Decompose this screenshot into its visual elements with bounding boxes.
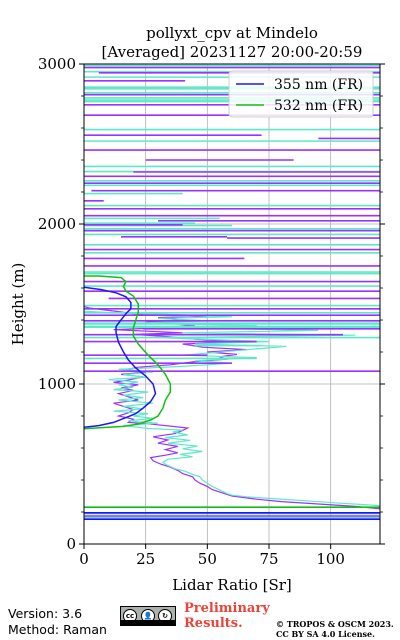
copyright-notice: © TROPOS & OSCM 2023. CC BY SA 4.0 Licen… bbox=[276, 619, 394, 639]
series-line-355 bbox=[83, 286, 157, 428]
x-axis-label: Lidar Ratio [Sr] bbox=[172, 576, 292, 594]
x-tick-label: 0 bbox=[79, 550, 89, 568]
cc-license-badge-icon: cc 👤 ↻ bbox=[120, 606, 176, 626]
preliminary-line-1: Preliminary bbox=[184, 601, 270, 616]
series-layer bbox=[83, 275, 172, 430]
x-tick-label: 50 bbox=[198, 550, 217, 568]
x-tick-label: 100 bbox=[316, 550, 345, 568]
cc-badge-strip bbox=[121, 620, 175, 625]
version-text: Version: 3.6 bbox=[8, 606, 83, 621]
raw-profile-line-0 bbox=[83, 305, 381, 510]
preliminary-line-2: Results. bbox=[184, 616, 243, 631]
raw-profile-line-1 bbox=[83, 310, 381, 507]
y-tick-label: 2000 bbox=[38, 215, 76, 233]
chart-title: pollyxt_cpv at Mindelo bbox=[146, 24, 318, 42]
raw-profile-layer bbox=[83, 305, 381, 510]
legend-label-532: 532 nm (FR) bbox=[274, 98, 363, 114]
x-tick-label: 75 bbox=[259, 550, 278, 568]
y-tick-label: 3000 bbox=[38, 55, 76, 73]
y-axis-label: Height (m) bbox=[9, 263, 27, 346]
method-text: Method: Raman bbox=[8, 622, 107, 637]
by-icon: 👤 bbox=[141, 609, 155, 623]
footer-info: Version: 3.6 Method: Raman bbox=[8, 606, 107, 638]
legend-box bbox=[228, 70, 374, 118]
preliminary-results-text: Preliminary Results. bbox=[184, 601, 270, 631]
y-tick-label: 0 bbox=[66, 535, 76, 553]
cc-icon: cc bbox=[123, 609, 137, 623]
plot-frame bbox=[83, 63, 381, 545]
copyright-line-1: © TROPOS & OSCM 2023. bbox=[276, 619, 394, 629]
x-tick-label: 25 bbox=[136, 550, 155, 568]
copyright-line-2: CC BY SA 4.0 License. bbox=[276, 629, 375, 639]
y-tick-label: 1000 bbox=[38, 375, 76, 393]
series-line-532 bbox=[83, 275, 172, 430]
legend: 355 nm (FR) 532 nm (FR) bbox=[228, 70, 374, 118]
legend-label-355: 355 nm (FR) bbox=[274, 77, 363, 93]
chart-subtitle: [Averaged] 20231127 20:00-20:59 bbox=[102, 43, 363, 61]
